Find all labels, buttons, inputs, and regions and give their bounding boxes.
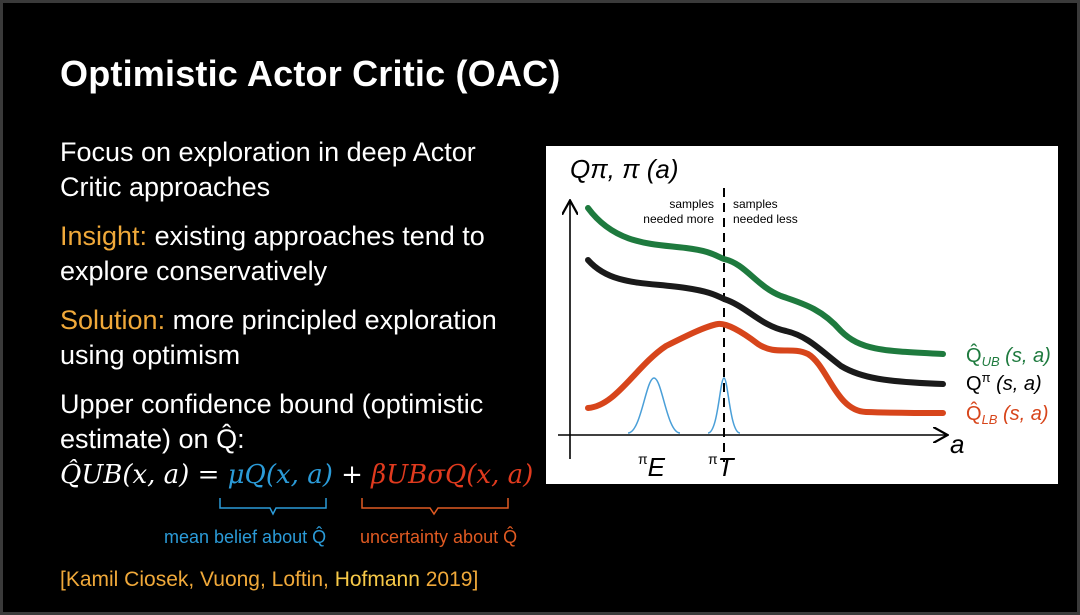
- formula-uncertainty-term: βUBσQ(x, a): [371, 460, 534, 490]
- policy-t-peak: [707, 377, 741, 434]
- series-lower-bound: [585, 320, 946, 416]
- marker-pi-e: πE: [638, 451, 666, 482]
- series-upper-bound: [585, 205, 946, 357]
- slide-title: Optimistic Actor Critic (OAC): [60, 53, 561, 94]
- chart-panel: Qπ, π (a) a samples needed more samples …: [546, 146, 1058, 484]
- formula-plus: +: [332, 460, 372, 490]
- annotation-uncertainty: uncertainty about Q̂: [360, 527, 518, 547]
- y-axis-label: Qπ, π (a): [570, 154, 679, 184]
- citation: [Kamil Ciosek, Vuong, Loftin, Hofmann 20…: [60, 568, 478, 592]
- solution-label: Solution:: [60, 305, 166, 335]
- insight-label: Insight:: [60, 221, 148, 251]
- legend-q-value: Qπ (s, a): [966, 370, 1042, 395]
- legend-lower-bound: Q̂LB (s, a): [966, 402, 1049, 427]
- paragraph-solution: Solution: more principled exploration us…: [60, 303, 530, 373]
- annotation-mean-belief: mean belief about Q̂: [164, 527, 327, 547]
- insight-text: existing approaches tend to explore cons…: [60, 221, 485, 286]
- citation-highlight: Hofmann: [334, 568, 420, 591]
- annotation-needed-more-line2: needed more: [643, 212, 714, 226]
- formula-mean-term: μQ(x, a): [227, 460, 333, 490]
- annotation-needed-more-line1: samples: [669, 197, 714, 211]
- citation-authors: [Kamil Ciosek, Vuong, Loftin,: [60, 568, 335, 591]
- policy-e-peak: [627, 377, 681, 434]
- annotation-needed-less-line2: needed less: [733, 212, 798, 226]
- formula-lhs: Q̂UB(x, a) =: [60, 460, 228, 490]
- marker-pi-t: πT: [708, 451, 736, 482]
- annotation-needed-less-line1: samples: [733, 197, 778, 211]
- legend-upper-bound: Q̂UB (s, a): [966, 344, 1051, 369]
- solution-text: more principled exploration using optimi…: [60, 305, 497, 370]
- citation-year: 2019]: [419, 568, 479, 591]
- oac-chart: Qπ, π (a) a samples needed more samples …: [558, 154, 1051, 482]
- x-axis-label: a: [950, 429, 964, 459]
- series-q-value: [585, 257, 946, 387]
- paragraph-ucb: Upper confidence bound (optimistic estim…: [60, 389, 484, 454]
- ucb-formula: Q̂UB(x, a) = μQ(x, a) + βUBσQ(x, a): [60, 460, 533, 490]
- paragraph-insight: Insight: existing approaches tend to exp…: [60, 219, 530, 289]
- paragraph-focus: Focus on exploration in deep Actor Criti…: [60, 137, 476, 202]
